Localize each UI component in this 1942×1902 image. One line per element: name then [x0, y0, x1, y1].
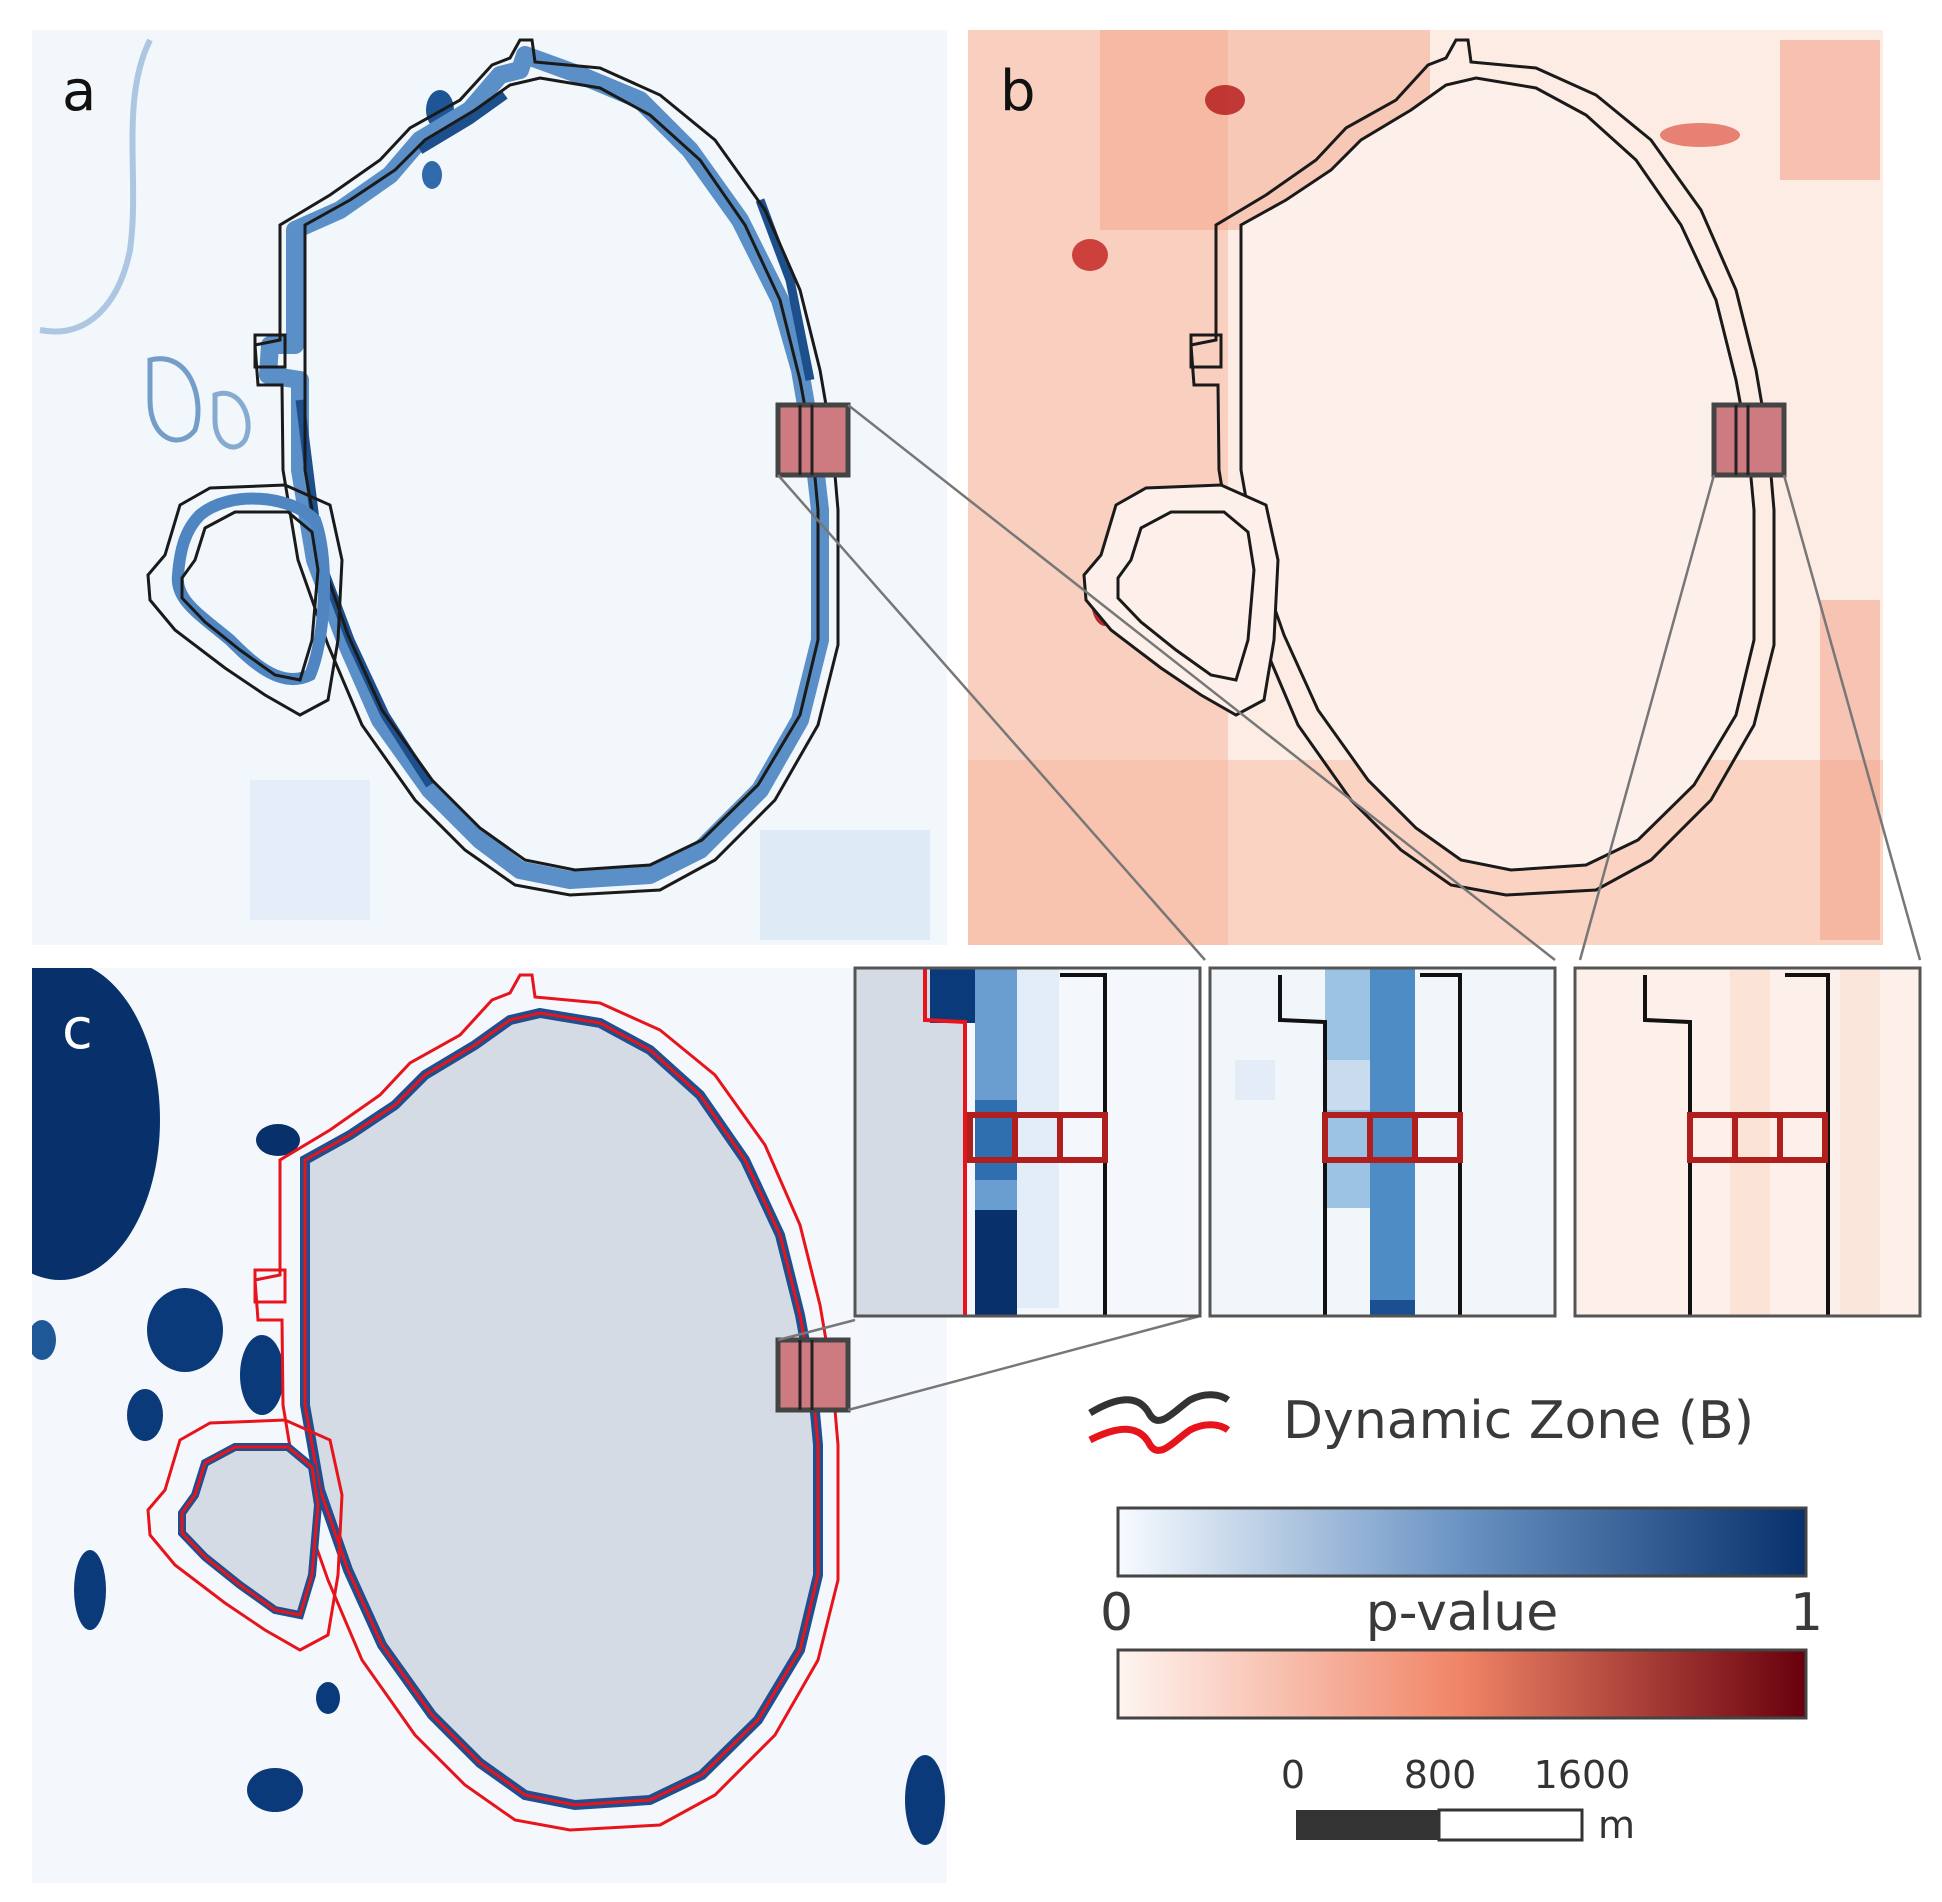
connector-c-top	[777, 1318, 856, 1342]
scale-tick-800: 800	[1404, 1753, 1477, 1797]
scale-tick-0: 0	[1281, 1753, 1305, 1797]
panel-c-pond	[256, 1124, 300, 1156]
inset-a-cells-col2	[1370, 968, 1415, 1316]
legend: Dynamic Zone (B) 0 p-value 1	[1088, 1391, 1823, 1720]
panel-a-small-pond-2	[422, 161, 442, 189]
panel-c-pond-9	[32, 1320, 56, 1360]
panel-c: c	[32, 968, 947, 1883]
panel-b-outer-outline	[1189, 38, 1776, 897]
panel-a-lobe-inner	[180, 510, 320, 682]
inset-a-cell-markers	[1322, 1112, 1463, 1163]
panel-b-tiny-outline	[1189, 333, 1223, 369]
inset-b-black-right	[1785, 973, 1830, 1316]
panel-c-pond-6	[247, 1768, 303, 1812]
panel-c-letter: c	[62, 997, 93, 1062]
inset-c-marker-3	[1057, 1112, 1108, 1163]
colorbar-min-label: 0	[1100, 1583, 1133, 1643]
connector-b-right	[1782, 474, 1922, 961]
inset-a	[1208, 966, 1557, 1318]
inset-b	[1573, 966, 1922, 1318]
colorbar-blue	[1116, 1506, 1808, 1578]
panel-a-faint-patch	[147, 356, 201, 443]
panel-c-lobe-red-inner	[180, 1445, 320, 1617]
legend-zone-symbol-red	[1088, 1421, 1231, 1454]
panel-c-pond-8	[905, 1755, 945, 1845]
scale-bar: 0 800 1600 m	[1281, 1753, 1635, 1847]
panel-a-tiny-outline	[253, 333, 287, 369]
legend-zone-label: Dynamic Zone (B)	[1283, 1391, 1754, 1451]
panel-c-large-water-body	[32, 968, 160, 1280]
inset-b-frame	[1573, 966, 1922, 1318]
panel-c-pond-4	[127, 1389, 163, 1441]
panel-a-inner-outline	[303, 76, 820, 872]
scale-bar-light-segment	[1437, 1808, 1584, 1842]
panel-a-texture	[250, 780, 370, 920]
panel-a-lobe-outer	[146, 483, 344, 717]
panel-b-texture-right	[1780, 40, 1880, 180]
colorbar-title: p-value	[1366, 1583, 1558, 1643]
panel-c-outer-red-outline	[253, 973, 840, 1832]
inset-a-cells-col1-light	[1325, 1060, 1370, 1110]
panel-a: a	[32, 30, 947, 945]
panel-c-lake-edge	[303, 1011, 820, 1807]
panel-a-texture-2	[760, 830, 930, 940]
inset-c-frame	[853, 966, 1202, 1318]
panel-b-hotspot-5	[1660, 123, 1740, 147]
zoom-connectors	[777, 404, 1922, 1412]
inset-c-red-boundary	[923, 968, 967, 1316]
inset-c	[853, 966, 1202, 1318]
panel-c-pond-5	[74, 1550, 106, 1630]
panel-b-letter: b	[1000, 59, 1036, 124]
panel-b-hotspot-2	[1205, 85, 1245, 115]
panel-b-lake-interior	[1241, 78, 1754, 870]
panel-c-pond-7	[316, 1682, 340, 1714]
inset-c-black-boundary	[1060, 973, 1107, 1316]
connector-c-bottom	[847, 1314, 1201, 1412]
panel-c-zoom-box-lines	[798, 1340, 814, 1410]
inset-b-black-left	[1643, 975, 1692, 1316]
panel-a-outer-outline	[253, 38, 840, 897]
panel-a-faint-water-arc	[39, 38, 153, 335]
panel-a-zoom-box-lines	[798, 405, 814, 475]
inset-c-cell-markers	[967, 1112, 1108, 1163]
panel-a-faint-patch-2	[212, 390, 251, 450]
inset-a-marker-3	[1412, 1112, 1463, 1163]
connector-a-left	[777, 474, 1206, 961]
panel-b: b	[968, 30, 1883, 945]
inset-a-black-right	[1420, 973, 1462, 1316]
connector-a-right	[847, 404, 1556, 961]
panel-c-tiny-outline	[253, 1268, 287, 1304]
scale-unit: m	[1598, 1803, 1635, 1847]
inset-a-frame	[1208, 966, 1557, 1318]
inset-c-lake	[855, 968, 965, 1316]
colorbar-red	[1116, 1648, 1808, 1720]
panel-b-lobe-outer	[1082, 483, 1280, 717]
inset-b-marker-3	[1777, 1112, 1828, 1163]
inset-a-faint-cell	[1235, 1060, 1275, 1100]
connector-b-left	[1578, 474, 1716, 961]
inset-c-dark-cell	[930, 968, 975, 1023]
panel-c-lobe-red-outer	[146, 1418, 344, 1652]
panel-b-hotspot	[1072, 239, 1108, 271]
inset-c-cells-light	[1017, 968, 1059, 1308]
inset-a-cells-dark	[1370, 1300, 1415, 1316]
inset-c-cells-dark	[975, 1210, 1017, 1316]
panel-b-zoom-box-lines	[1734, 405, 1750, 475]
panel-b-lobe-inner	[1116, 510, 1256, 682]
scale-bar-dark-segment	[1296, 1810, 1439, 1840]
legend-zone-symbol-black	[1088, 1391, 1231, 1424]
inset-b-faint-col-2	[1840, 968, 1880, 1316]
panel-c-pond-2	[147, 1288, 223, 1372]
inset-a-black-left	[1278, 975, 1327, 1316]
panel-a-background	[32, 30, 947, 945]
panel-b-texture-right-strip	[1820, 600, 1880, 940]
colorbar-max-label: 1	[1790, 1583, 1823, 1643]
panel-b-inner-outline	[1239, 76, 1756, 872]
panel-c-pond-3	[240, 1335, 284, 1415]
panel-a-letter: a	[62, 59, 96, 124]
scale-tick-1600: 1600	[1534, 1753, 1631, 1797]
inset-b-cell-markers	[1687, 1112, 1828, 1163]
